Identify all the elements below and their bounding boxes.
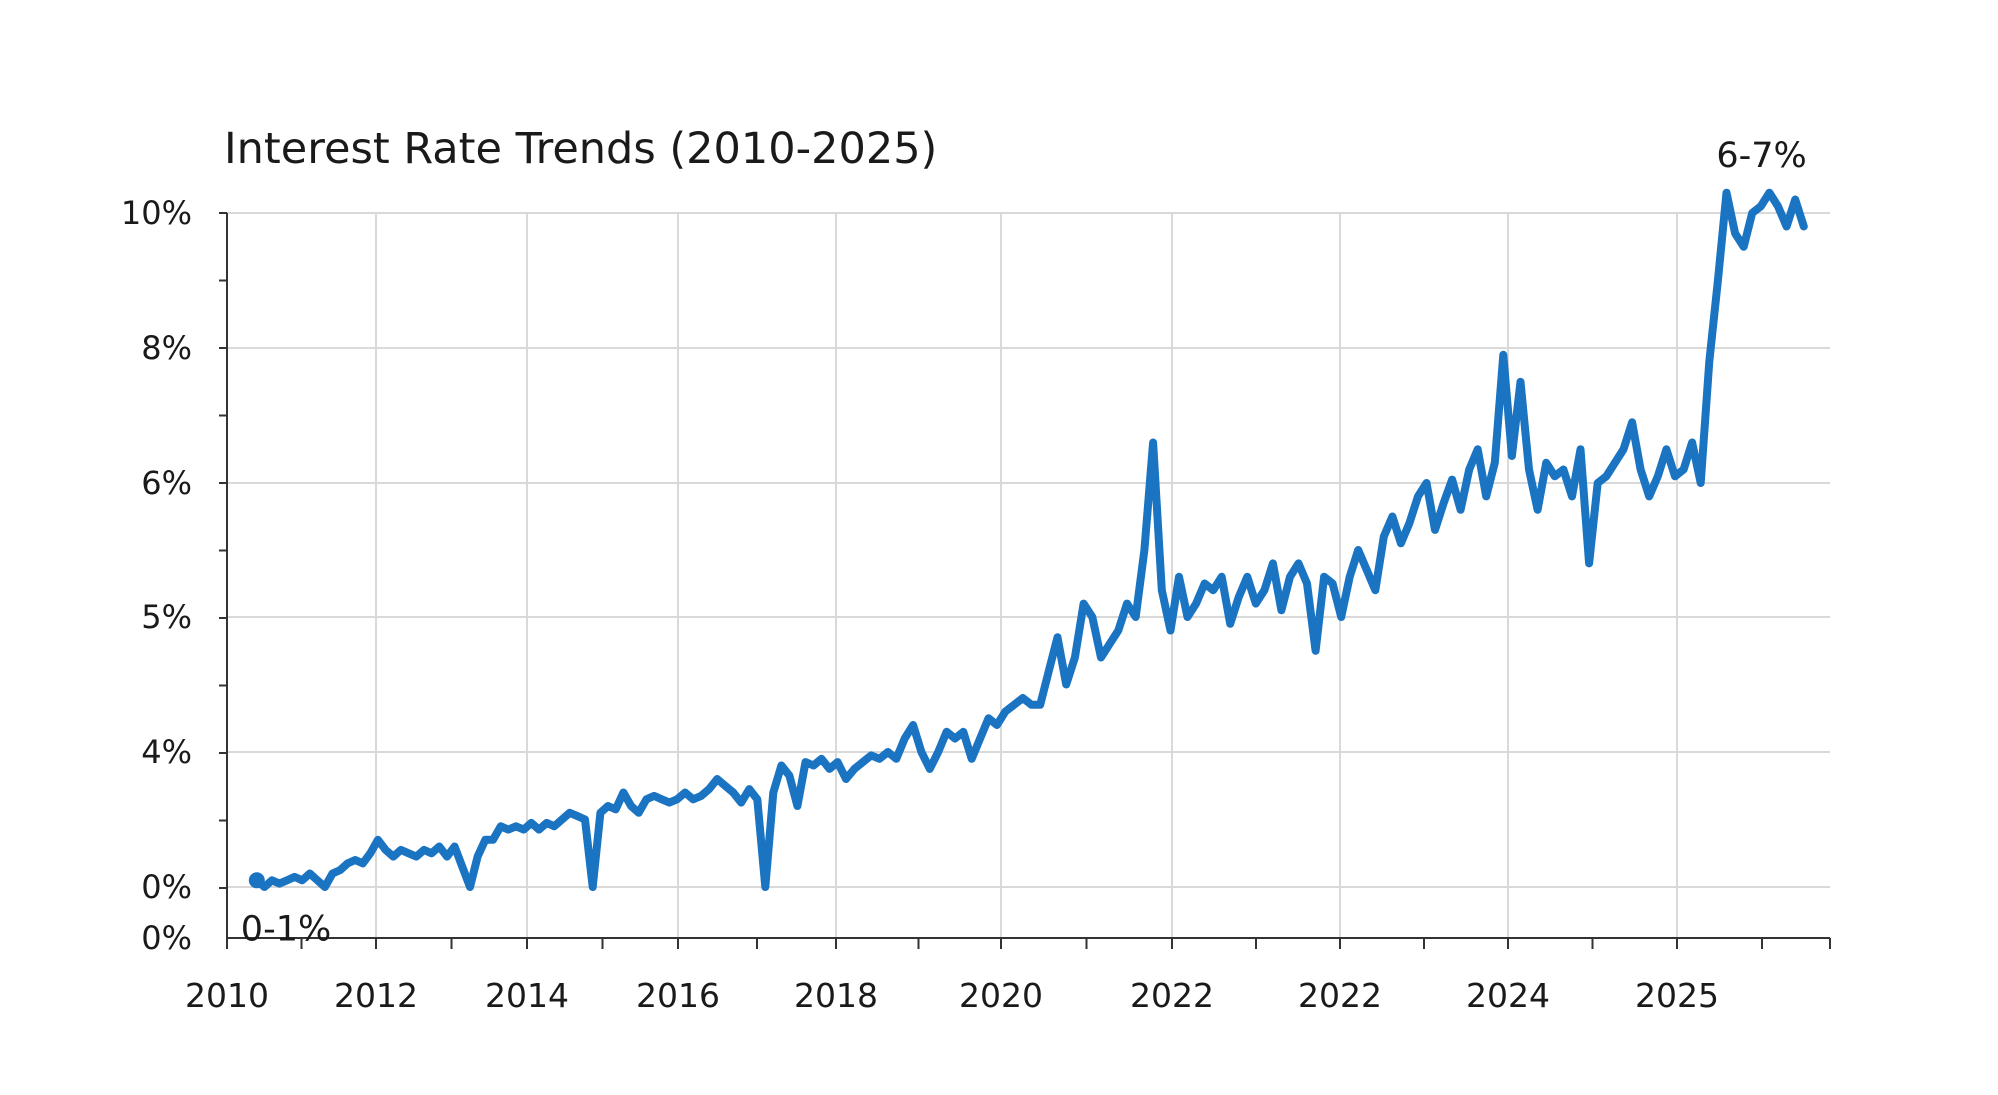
x-tick-label: 2022 <box>1130 976 1214 1015</box>
grid-layer <box>227 212 1830 938</box>
y-tick-label: 6% <box>141 464 192 502</box>
x-tick-label: 2024 <box>1466 976 1550 1015</box>
x-tick-label: 2020 <box>959 976 1043 1015</box>
chart-title: Interest Rate Trends (2010-2025) <box>224 124 937 174</box>
annotation-0: 0-1% <box>241 909 331 949</box>
x-tick-label: 2012 <box>334 976 418 1015</box>
series-start-point <box>248 872 265 889</box>
y-tick-label: 10% <box>121 194 192 232</box>
annotation-1: 6-7% <box>1716 136 1806 176</box>
y-tick-label: 4% <box>141 733 192 771</box>
x-tick-label: 2016 <box>636 976 720 1015</box>
x-tick-label: 2018 <box>794 976 878 1015</box>
series-layer <box>248 188 1808 891</box>
y-tick-label: 0% <box>141 868 192 906</box>
x-axis-tick-labels: 2010 2012 2014 2016 2018 2020 2022 2022 2024 2025 <box>185 976 1719 1015</box>
series-line-0 <box>252 188 1808 891</box>
x-tick-label: 2010 <box>185 976 269 1015</box>
y-axis-tick-labels: 10% 8% 6% 5% 4% 0% 0% <box>121 194 192 957</box>
y-tick-label: 0% <box>141 919 192 957</box>
x-tick-label: 2014 <box>485 976 569 1015</box>
y-tick-label: 5% <box>141 598 192 636</box>
x-tick-label: 2025 <box>1635 976 1719 1015</box>
axis-layer <box>219 212 1831 949</box>
x-tick-label: 2022 <box>1298 976 1382 1015</box>
y-tick-label: 8% <box>141 329 192 367</box>
annotation-layer: 0-1% 6-7% <box>241 136 1807 949</box>
